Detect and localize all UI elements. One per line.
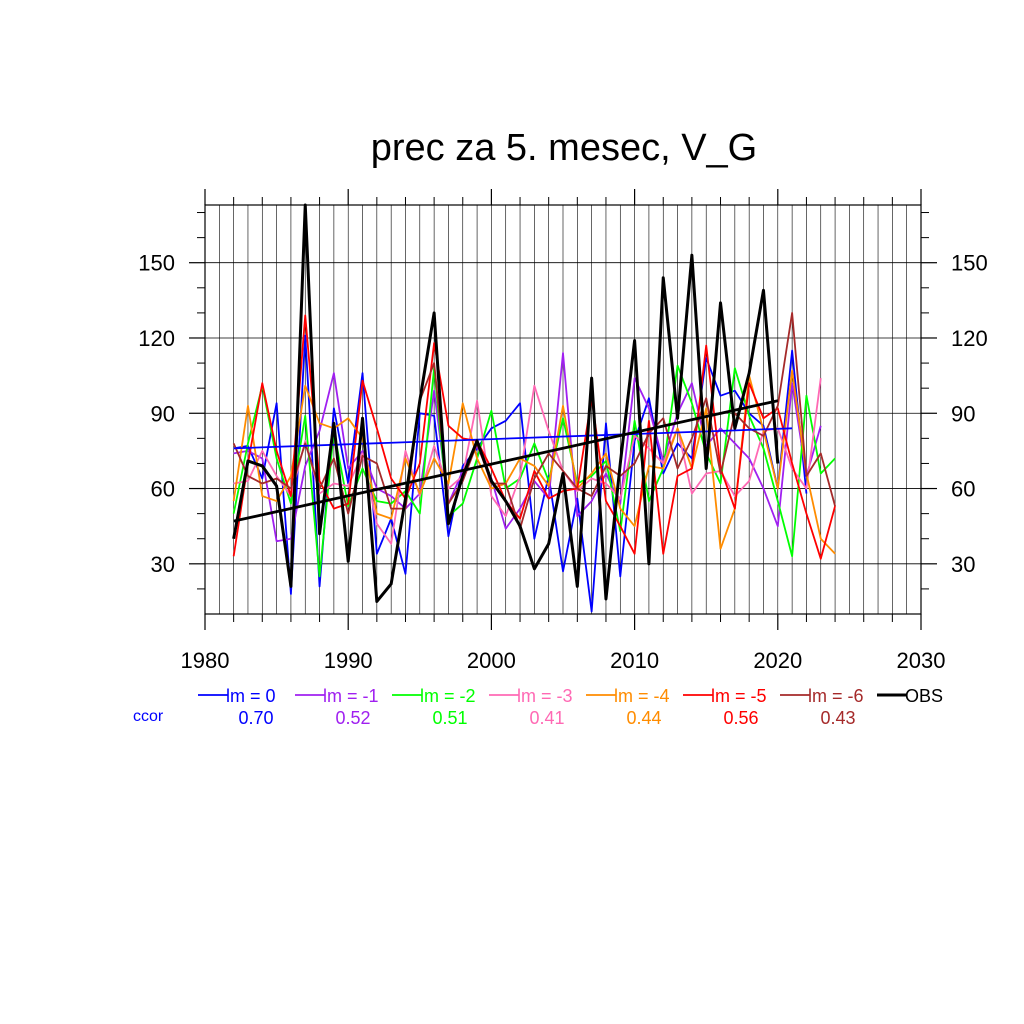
legend-label-6: lm = -6 bbox=[808, 686, 864, 706]
y-tick-label-left: 120 bbox=[138, 326, 175, 351]
plot-series bbox=[232, 203, 836, 613]
legend-label-2: lm = -2 bbox=[420, 686, 476, 706]
y-tick-label-right: 120 bbox=[951, 326, 988, 351]
legend-label-1: lm = -1 bbox=[323, 686, 379, 706]
x-tick-label: 2000 bbox=[467, 648, 516, 673]
legend-ccor-5: 0.56 bbox=[723, 708, 758, 728]
y-tick-label-left: 30 bbox=[151, 552, 175, 577]
series-line-6 bbox=[232, 311, 836, 530]
axis-ticks: 1980 1990 2000 2010 2020 2030 30 30 60 60 90 90 120 1… bbox=[138, 189, 988, 673]
y-tick-label-left: 150 bbox=[138, 251, 175, 276]
chart-title: prec za 5. mesec, V_G bbox=[371, 127, 758, 169]
series-line-obs bbox=[232, 203, 780, 603]
legend-ccor-2: 0.51 bbox=[432, 708, 467, 728]
x-tick-label: 1980 bbox=[181, 648, 230, 673]
legend-label-4: lm = -4 bbox=[614, 686, 670, 706]
y-tick-label-right: 150 bbox=[951, 251, 988, 276]
legend-label-5: lm = -5 bbox=[711, 686, 767, 706]
x-tick-label: 2010 bbox=[610, 648, 659, 673]
plot-frame bbox=[204, 204, 922, 615]
y-tick-label-left: 60 bbox=[151, 477, 175, 502]
y-tick-label-right: 60 bbox=[951, 477, 975, 502]
legend-label-7: OBS bbox=[905, 686, 943, 706]
legend-label-0: lm = 0 bbox=[226, 686, 276, 706]
legend-ccor-4: 0.44 bbox=[626, 708, 661, 728]
legend-ccor-6: 0.43 bbox=[820, 708, 855, 728]
grid-lines bbox=[205, 205, 921, 614]
y-tick-label-right: 90 bbox=[951, 401, 975, 426]
legend-ccor-0: 0.70 bbox=[238, 708, 273, 728]
y-tick-label-right: 30 bbox=[951, 552, 975, 577]
legend-ccor-1: 0.52 bbox=[335, 708, 370, 728]
legend-label-3: lm = -3 bbox=[517, 686, 573, 706]
x-tick-label: 1990 bbox=[324, 648, 373, 673]
legend-ccor-3: 0.41 bbox=[529, 708, 564, 728]
ccor-label: ccor bbox=[133, 708, 164, 725]
series-line-5 bbox=[232, 314, 836, 560]
x-tick-label: 2030 bbox=[897, 648, 946, 673]
y-tick-label-left: 90 bbox=[151, 401, 175, 426]
trend-line-0 bbox=[233, 427, 793, 450]
x-tick-label: 2020 bbox=[753, 648, 802, 673]
